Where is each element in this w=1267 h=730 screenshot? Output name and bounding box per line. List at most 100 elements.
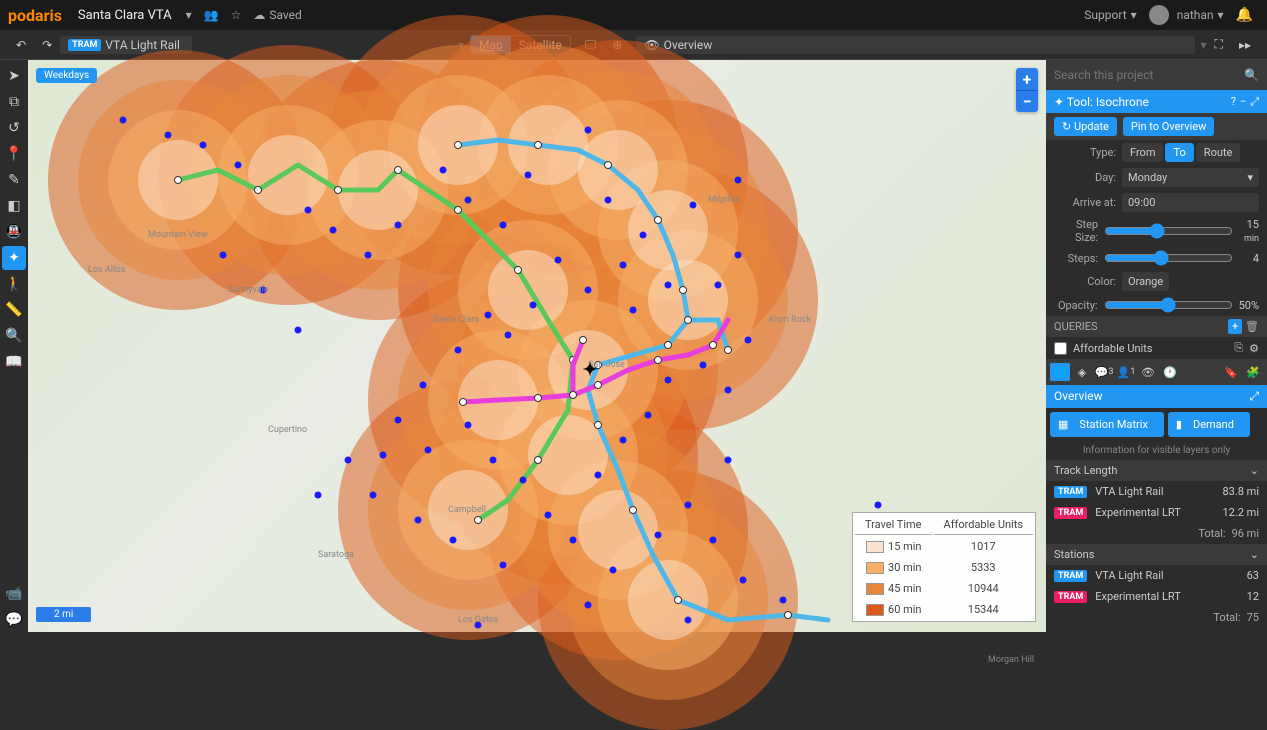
day-select[interactable]: Monday ▾ [1122,168,1259,187]
query-item-label: Affordable Units [1073,342,1228,355]
type-to[interactable]: To [1165,143,1193,162]
overview-expand-icon[interactable]: ⤢ [1249,389,1259,404]
bookmark-icon[interactable]: 🔖 [1221,363,1241,381]
target-icon[interactable]: ⊕ [606,36,628,54]
add-query-icon[interactable]: + [1228,319,1242,334]
delete-query-icon[interactable]: 🗑 [1245,320,1259,333]
book-tool[interactable]: 📖 [2,350,26,374]
vta-name2: VTA Light Rail [1095,569,1163,582]
right-panel: 🔍 ✦ Tool: Isochrone ?−⤢ ↻ Update Pin to … [1046,60,1267,632]
search-icon[interactable]: 🔍 [1244,68,1259,82]
support-dropdown[interactable]: Support ▾ [1084,8,1136,22]
notifications-icon[interactable]: 🔔 [1236,7,1253,23]
overview-label: Overview [664,38,713,52]
share-icon[interactable]: 👥 [204,8,219,22]
zoom-out-button[interactable]: − [1016,90,1038,112]
vta-name: VTA Light Rail [1095,485,1163,498]
stations-total-value: 75 [1247,611,1259,624]
people-icon[interactable]: 👤1 [1116,363,1136,381]
update-label: Update [1074,120,1109,133]
undo-button[interactable]: ↶ [10,36,32,54]
tram-chip: TRAM [68,39,101,51]
type-route[interactable]: Route [1196,143,1241,162]
saved-status: ☁ Saved [253,8,301,22]
queries-header: QUERIES + 🗑 [1046,316,1267,337]
origin-marker[interactable]: ✦ [582,360,597,381]
project-name[interactable]: Santa Clara VTA [78,8,172,23]
map-canvas[interactable]: Mountain ViewSunnyvaleSanta ClaraSan Jos… [28,60,1046,632]
user-menu[interactable]: nathan ▾ [1149,5,1224,25]
forward-icon[interactable]: ▸▸ [1233,36,1257,54]
route-tool[interactable]: ↺ [2,116,26,140]
search-tool[interactable]: 🔍 [2,324,26,348]
track-length-header[interactable]: Track Length⌄ [1046,460,1267,481]
video-icon[interactable]: 📹 [2,582,26,606]
gear-icon[interactable]: ⚙ [1249,342,1259,355]
pin-tool[interactable]: 📍 [2,142,26,166]
toolbar: ↶ ↷ TRAM VTA Light Rail ▾ Map Satellite … [0,30,1267,60]
opacity-slider[interactable] [1104,297,1233,313]
fullscreen-icon[interactable]: ⛶ [1209,35,1229,54]
stations-header[interactable]: Stations ⌄ [1046,544,1267,565]
screen-icon[interactable]: 🖵 [579,35,603,54]
pointer-tool[interactable]: ➤ [2,64,26,88]
query-checkbox[interactable] [1054,342,1067,355]
isochrone-tool[interactable]: ✦ [2,246,26,270]
ruler-tool[interactable]: 📏 [2,298,26,322]
day-label: Day: [1054,171,1116,184]
info-text: Information for visible layers only [1046,441,1267,460]
eye-icon[interactable]: 👁 [1138,363,1158,381]
tool-title: Tool: Isochrone [1067,95,1149,109]
layers-icon[interactable]: ◈ [1072,363,1092,381]
stations-label: Stations [1054,548,1094,561]
update-button[interactable]: ↻ Update [1054,117,1117,136]
overview-selector[interactable]: 👁 Overview [636,36,1194,54]
puzzle-icon[interactable]: 🧩 [1243,363,1263,381]
logo[interactable]: podaris [8,6,62,25]
type-from[interactable]: From [1122,143,1163,162]
layers-tool[interactable]: ⧉ [2,90,26,114]
expand-icon[interactable]: ⤢ [1250,95,1259,108]
transit-tool[interactable]: 🚇 [2,220,26,244]
weekday-badge[interactable]: Weekdays [36,68,97,83]
search-input[interactable] [1054,68,1244,82]
track-row-exp: TRAMExperimental LRT 12.2 mi [1046,502,1267,523]
history-icon[interactable]: 🕐 [1160,363,1180,381]
pencil-tool[interactable]: ✎ [2,168,26,192]
stepsize-row: Step Size: 15min [1046,215,1267,247]
stepsize-slider[interactable] [1104,223,1233,239]
track-row-vta: TRAMVTA Light Rail 83.8 mi [1046,481,1267,502]
project-dropdown-icon[interactable]: ▾ [186,8,192,22]
chat-icon[interactable]: 💬 [2,608,26,632]
copy-icon[interactable]: ⎘ [1234,341,1243,355]
day-value: Monday [1128,171,1167,184]
type-row: Type: From To Route [1046,140,1267,165]
pin-overview-button[interactable]: Pin to Overview [1123,117,1215,136]
star-icon[interactable]: ☆ [231,8,242,22]
zoom-in-button[interactable]: + [1016,68,1038,90]
chevron-down-icon: ⌄ [1250,548,1259,561]
opacity-label: Opacity: [1054,299,1098,312]
stations-total: Total: 75 [1046,607,1267,628]
track-total-value: 96 mi [1232,527,1259,540]
query-item[interactable]: Affordable Units ⎘ ⚙ [1046,337,1267,359]
comments-icon[interactable]: 💬3 [1094,363,1114,381]
help-icon[interactable]: ? [1231,95,1236,108]
layer-selector[interactable]: TRAM VTA Light Rail [60,36,192,54]
search-bar: 🔍 [1046,60,1267,90]
arrive-input[interactable]: 09:00 [1122,193,1259,212]
globe-icon[interactable]: 🌐 [1050,363,1070,381]
eraser-tool[interactable]: ◧ [2,194,26,218]
arrive-label: Arrive at: [1054,196,1116,209]
station-matrix-tab[interactable]: ▦ Station Matrix [1050,412,1164,437]
color-select[interactable]: Orange [1122,272,1169,291]
steps-slider[interactable] [1104,250,1233,266]
map-type-satellite[interactable]: Satellite [511,36,570,54]
map-type-map[interactable]: Map [471,36,511,54]
top-bar: podaris Santa Clara VTA ▾ 👥 ☆ ☁ Saved Su… [0,0,1267,30]
minimize-icon[interactable]: − [1240,95,1246,108]
demand-tab[interactable]: ▮ Demand [1168,412,1250,437]
redo-button[interactable]: ↷ [36,36,58,54]
walk-tool[interactable]: 🚶 [2,272,26,296]
avatar [1149,5,1169,25]
